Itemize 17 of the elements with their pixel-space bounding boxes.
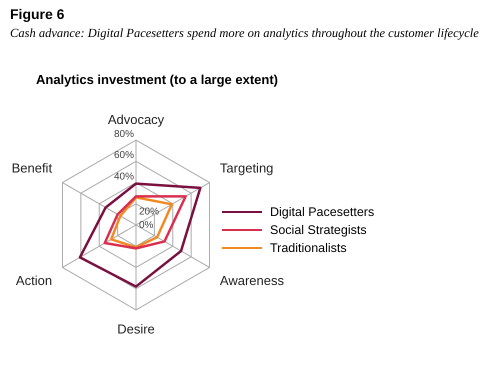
spoke-label: Benefit: [12, 160, 52, 176]
spoke-label: Awareness: [220, 272, 284, 288]
chart-title: Figure 6: [10, 6, 64, 22]
legend-label: Digital Pacesetters: [270, 205, 374, 219]
y-tick-label: 20%: [139, 206, 160, 218]
y-tick-label: 60%: [114, 150, 134, 162]
chart-subtitle: Cash advance: Digital Pacesetters spend more on analytics throughout the customer lifecycle: [10, 26, 479, 41]
spoke-label: Desire: [117, 321, 155, 336]
spoke-label: Targeting: [220, 160, 274, 176]
y-tick-label: 0%: [139, 220, 154, 231]
spoke-label: Action: [16, 272, 52, 288]
spoke-label: Advocacy: [108, 112, 165, 127]
y-tick-label: 80%: [114, 128, 134, 140]
y-tick-label: 40%: [114, 171, 134, 182]
legend-label: Traditionalists: [270, 241, 347, 255]
legend-label: Social Strategists: [270, 223, 367, 237]
text: Analytics investment (to a large extent): [36, 72, 278, 87]
